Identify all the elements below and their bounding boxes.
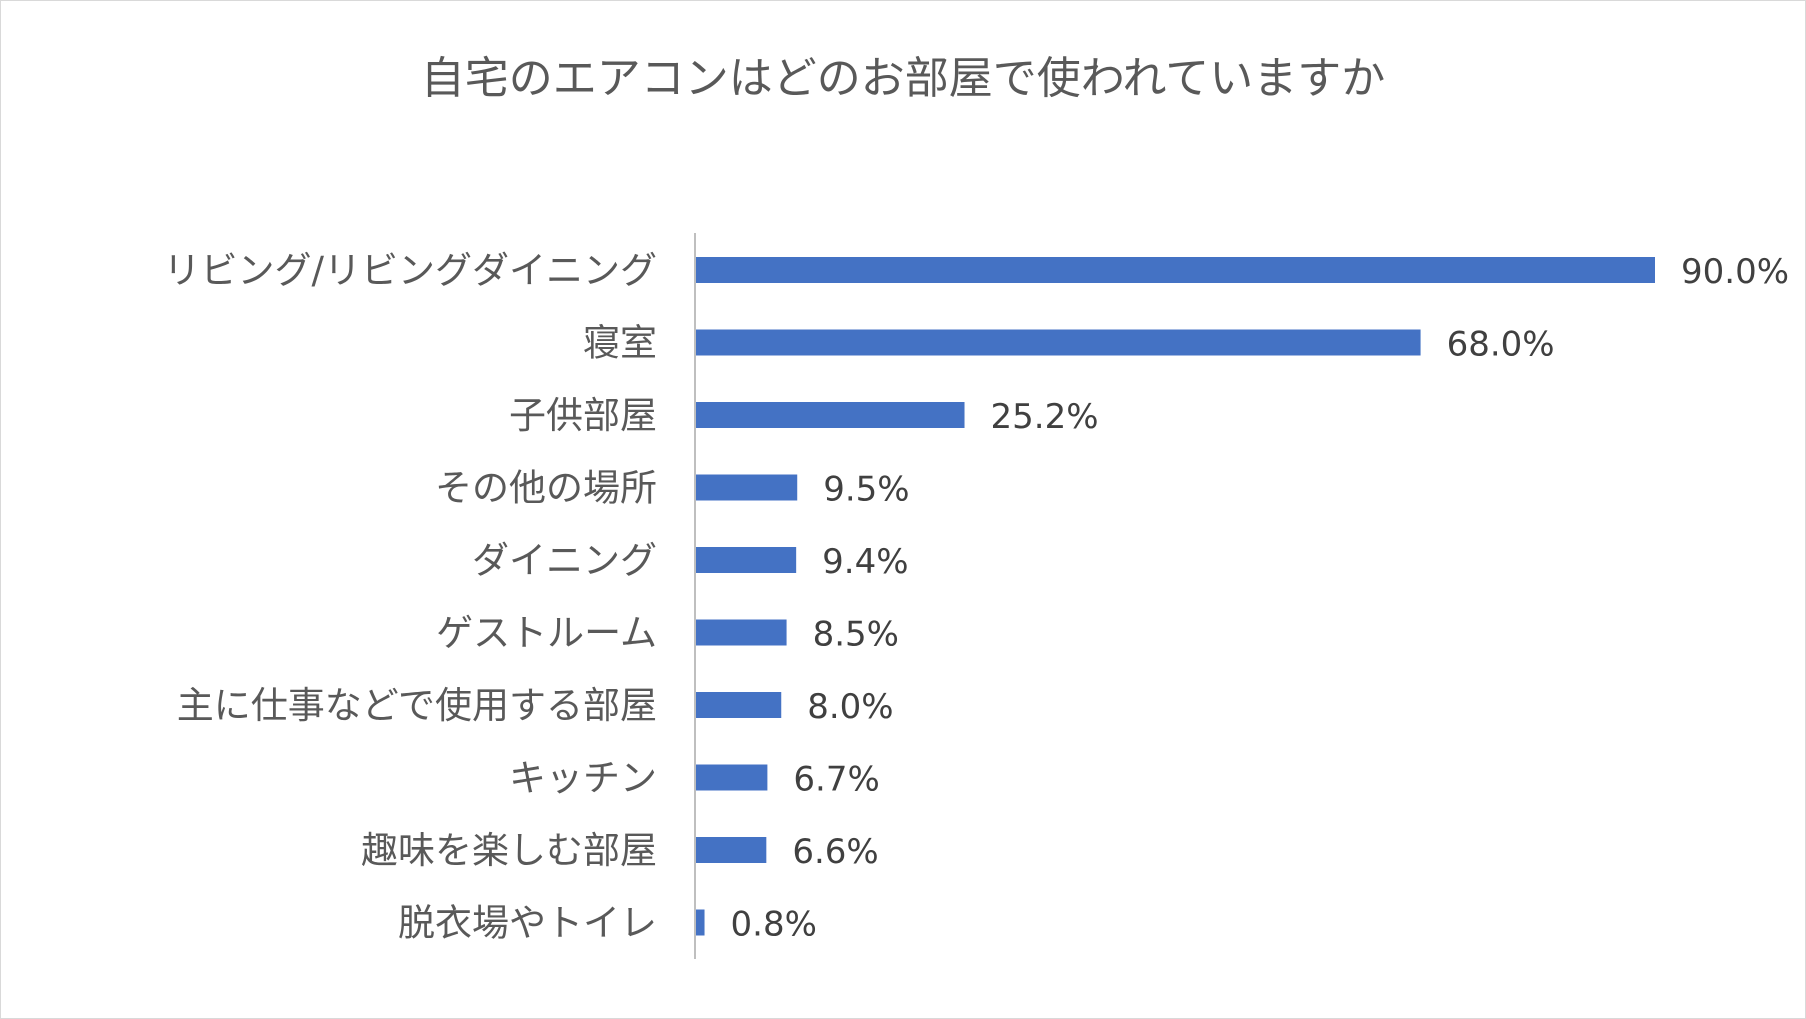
bar bbox=[696, 329, 1421, 356]
bar bbox=[696, 837, 767, 863]
data-label: 6.7% bbox=[793, 760, 879, 800]
category-label: 脱衣場やトイレ bbox=[398, 902, 657, 945]
category-label: 主に仕事などで使用する部屋 bbox=[177, 684, 657, 727]
category-label: 寝室 bbox=[583, 322, 657, 365]
category-label: 趣味を楽しむ部屋 bbox=[361, 829, 657, 872]
data-label: 0.8% bbox=[731, 905, 817, 945]
data-label: 6.6% bbox=[792, 832, 878, 872]
bar bbox=[696, 619, 787, 646]
data-label: 8.5% bbox=[813, 615, 899, 655]
category-label: 子供部屋 bbox=[509, 394, 657, 437]
data-label: 9.5% bbox=[823, 470, 909, 510]
category-label: その他の場所 bbox=[435, 467, 657, 510]
bar bbox=[696, 402, 965, 428]
category-labels-group: リビング/リビングダイニング寝室子供部屋その他の場所ダイニングゲストルーム主に仕… bbox=[164, 249, 657, 945]
category-label: リビング/リビングダイニング bbox=[164, 249, 657, 292]
category-label: ゲストルーム bbox=[436, 612, 657, 655]
data-label: 90.0% bbox=[1681, 252, 1789, 292]
bar bbox=[696, 909, 705, 936]
bar bbox=[696, 547, 797, 573]
bar bbox=[696, 764, 768, 791]
bar bbox=[696, 257, 1655, 283]
data-labels-group: 90.0% 68.0% 25.2% 9.5% 9.4% 8.5% 8.0% 6.7% 6.6% 0… bbox=[731, 252, 1789, 945]
chart-title: 自宅のエアコンはどのお部屋で使われていますか bbox=[421, 53, 1385, 104]
data-label: 9.4% bbox=[822, 542, 908, 582]
data-label: 25.2% bbox=[991, 397, 1099, 437]
bar bbox=[696, 474, 798, 501]
bar bbox=[696, 692, 782, 718]
data-label: 68.0% bbox=[1447, 325, 1555, 365]
category-label: ダイニング bbox=[472, 539, 657, 582]
category-label: キッチン bbox=[509, 757, 657, 800]
data-label: 8.0% bbox=[807, 687, 893, 727]
bars-group bbox=[696, 257, 1655, 936]
